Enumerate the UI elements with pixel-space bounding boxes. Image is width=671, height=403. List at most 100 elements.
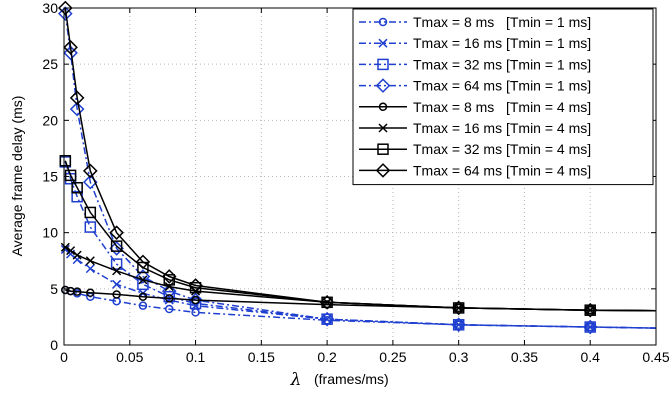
data-point-marker [58, 6, 73, 21]
marker-stroke [138, 275, 148, 285]
data-point-marker [191, 295, 200, 305]
data-point-marker [378, 38, 388, 48]
data-point-marker [66, 246, 76, 256]
data-point-marker [375, 163, 391, 178]
data-point-marker [84, 221, 97, 233]
data-point-marker [164, 304, 174, 314]
data-point-marker [112, 266, 122, 276]
data-point-marker [319, 295, 335, 310]
data-point-marker [59, 155, 72, 167]
data-point-marker [161, 269, 177, 284]
data-point-marker [63, 45, 78, 61]
marker-stroke [60, 244, 70, 255]
data-point-marker [60, 242, 70, 252]
data-point-marker [378, 17, 388, 27]
marker-stroke [112, 279, 122, 289]
data-point-marker [109, 241, 124, 256]
legend-entry: Tmax = 64 ms [Tmin = 1 ms] [359, 78, 591, 94]
x-tick-label: 0 [60, 349, 68, 365]
legend-entry: Tmax = 8 ms [Tmin = 4 ms] [359, 99, 591, 115]
data-point-marker [72, 287, 82, 296]
data-point-marker [112, 290, 121, 299]
series-layer [58, 0, 657, 335]
data-point-marker [135, 254, 151, 270]
legend-label: Tmax = 32 ms [Tmin = 4 ms] [413, 141, 591, 157]
marker-stroke [85, 264, 95, 274]
x-tick-label: 0.05 [116, 349, 143, 365]
x-tick-label: 0.3 [449, 349, 469, 365]
x-tick-label: 0.35 [511, 349, 538, 365]
data-point-marker [375, 78, 391, 93]
data-point-marker [83, 163, 98, 179]
data-point-marker [189, 297, 202, 310]
data-point-marker [164, 282, 174, 292]
data-point-marker [164, 294, 174, 303]
data-point-marker [110, 258, 123, 270]
y-tick-label: 0 [50, 337, 58, 353]
legend-entry: Tmax = 8 ms [Tmin = 1 ms] [359, 14, 591, 30]
legend-label: Tmax = 8 ms [Tmin = 1 ms] [413, 14, 591, 30]
y-axis-label: Average frame delay (ms) [9, 96, 25, 257]
legend-label: Tmax = 16 ms [Tmin = 4 ms] [413, 120, 591, 136]
data-point-marker [69, 90, 85, 106]
data-point-marker [135, 269, 151, 284]
data-point-marker [188, 292, 203, 308]
marker-stroke [378, 123, 388, 133]
data-point-marker [84, 206, 97, 219]
legend-label: Tmax = 64 ms [Tmin = 1 ms] [413, 78, 591, 94]
series-line [64, 7, 657, 312]
x-axis-label-unit: (frames/ms) [314, 371, 389, 387]
legend-label: Tmax = 8 ms [Tmin = 4 ms] [413, 99, 591, 115]
marker-stroke [85, 256, 95, 266]
data-point-marker [109, 225, 124, 240]
data-point-marker [64, 169, 77, 182]
y-tick-label: 30 [42, 0, 58, 16]
y-tick-label: 10 [42, 225, 58, 241]
legend-box [352, 8, 654, 186]
data-point-marker [61, 285, 70, 295]
marker-stroke [66, 246, 76, 256]
data-point-marker [85, 264, 95, 274]
x-tick-label: 0.45 [642, 349, 669, 365]
data-point-marker [582, 302, 598, 318]
data-point-marker [85, 256, 95, 266]
x-tick-label: 0.1 [186, 349, 206, 365]
legend: Tmax = 8 ms [Tmin = 1 ms] Tmax = 16 ms [T… [352, 8, 654, 186]
legend-label: Tmax = 16 ms [Tmin = 1 ms] [413, 35, 591, 51]
legend-entry: Tmax = 64 ms [Tmin = 4 ms] [359, 162, 591, 178]
data-point-marker [112, 279, 122, 289]
legend-entry: Tmax = 16 ms [Tmin = 1 ms] [359, 35, 591, 51]
x-axis-label: λ (frames/ms) [290, 370, 389, 390]
marker-stroke [112, 266, 122, 276]
x-tick-label: 0.15 [248, 349, 275, 365]
marker-stroke [72, 250, 82, 260]
marker-stroke [378, 38, 388, 48]
x-tick-label: 0.4 [580, 349, 600, 365]
data-point-marker [582, 319, 598, 335]
series-8 [58, 0, 657, 318]
marker-stroke [60, 242, 70, 252]
data-point-marker [188, 278, 203, 293]
series-line [64, 161, 657, 329]
marker-stroke [164, 282, 174, 292]
x-tick-label: 0.2 [317, 349, 337, 365]
tick-labels: 0 0.05 0.1 0.15 0.2 0.25 0.3 0.35 0.4 0.45 0 5 10 15 2… [42, 0, 669, 365]
data-point-marker [451, 317, 466, 333]
data-point-marker [138, 275, 148, 285]
data-point-marker [319, 311, 335, 327]
data-point-marker [378, 102, 388, 112]
legend-label: Tmax = 64 ms [Tmin = 4 ms] [413, 162, 591, 178]
data-point-marker [138, 301, 148, 310]
legend-label: Tmax = 32 ms [Tmin = 1 ms] [413, 56, 591, 72]
data-point-marker [377, 58, 389, 71]
x-axis-label-symbol: λ [290, 370, 302, 390]
y-tick-label: 5 [50, 281, 58, 297]
data-point-marker [377, 143, 389, 155]
data-point-marker [72, 250, 82, 260]
data-point-marker [63, 40, 78, 55]
legend-entry: Tmax = 32 ms [Tmin = 1 ms] [359, 56, 591, 72]
x-tick-label: 0.25 [379, 349, 406, 365]
data-point-marker [163, 274, 175, 286]
data-point-marker [69, 101, 85, 117]
